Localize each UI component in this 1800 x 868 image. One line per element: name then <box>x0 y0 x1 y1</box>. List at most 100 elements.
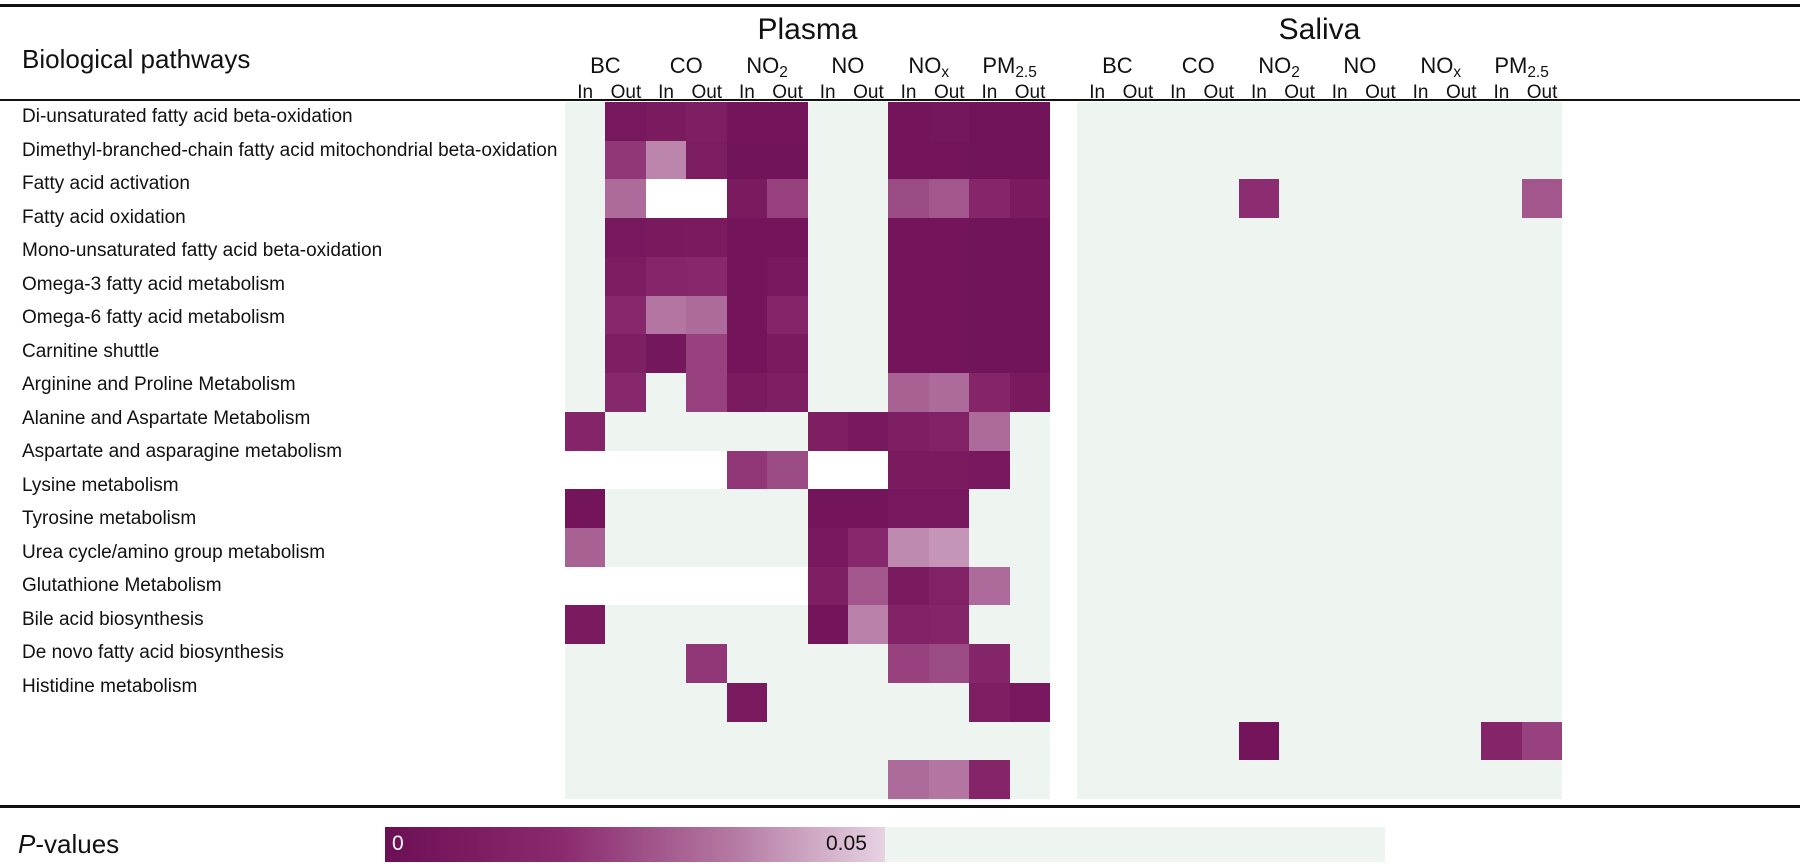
heatmap-cell <box>646 722 686 760</box>
heatmap-cell <box>1010 760 1050 799</box>
heatmap-cell <box>767 179 808 218</box>
heatmap-cell <box>727 141 767 179</box>
heatmap-cell <box>1198 257 1239 296</box>
heatmap-cell <box>646 528 686 567</box>
exposure-label: In <box>738 82 755 103</box>
heatmap-cell <box>605 257 646 296</box>
heatmap-cell <box>1077 451 1117 489</box>
heatmap-cell <box>646 373 686 412</box>
heatmap-cell <box>605 102 646 141</box>
heatmap-cell <box>969 141 1010 179</box>
heatmap-cell <box>646 412 686 451</box>
heatmap-cell <box>1400 760 1441 799</box>
heatmap-cell <box>1198 373 1239 412</box>
heatmap-cell <box>1481 605 1522 644</box>
heatmap-cell <box>808 141 848 179</box>
pollutant-label: NOx <box>889 53 969 86</box>
heatmap-cell <box>605 644 646 683</box>
heatmap-cell <box>1279 296 1320 334</box>
row-label: Histidine metabolism <box>22 675 198 697</box>
heatmap-cell <box>1077 605 1117 644</box>
heatmap-cell <box>1239 451 1279 489</box>
heatmap-cell <box>1158 644 1198 683</box>
heatmap-cell <box>1198 218 1239 257</box>
exposure-label: Out <box>1122 82 1154 103</box>
heatmap-cell <box>929 257 969 296</box>
heatmap-cell <box>929 528 969 567</box>
heatmap-cell <box>686 760 727 799</box>
heatmap-cell <box>605 412 646 451</box>
heatmap-cell <box>1077 296 1117 334</box>
heatmap-cell <box>1117 605 1158 644</box>
heatmap-cell <box>1239 218 1279 257</box>
row-axis-title: Biological pathways <box>22 44 251 74</box>
heatmap-cell <box>605 451 646 489</box>
heatmap-cell <box>646 179 686 218</box>
heatmap-cell <box>605 218 646 257</box>
heatmap-cell <box>1010 179 1050 218</box>
heatmap-cell <box>1010 528 1050 567</box>
heatmap-cell <box>646 683 686 722</box>
colorbar-title-italic: P <box>18 829 36 859</box>
heatmap-cell <box>727 257 767 296</box>
pollutant-label-base: BC <box>1102 53 1133 78</box>
heatmap-cell <box>808 683 848 722</box>
heatmap-cell <box>565 373 605 412</box>
heatmap-cell <box>1158 296 1198 334</box>
heatmap-cell <box>767 218 808 257</box>
heatmap-cell <box>686 373 727 412</box>
heatmap-cell <box>686 334 727 373</box>
group-title-saliva: Saliva <box>1278 13 1361 46</box>
heatmap-cell <box>808 218 848 257</box>
heatmap-cell <box>727 644 767 683</box>
exposure-label: Out <box>1365 82 1396 103</box>
heatmap-cell <box>767 102 808 141</box>
heatmap-cell <box>1198 567 1239 605</box>
heatmap-cell <box>686 218 727 257</box>
heatmap-cell <box>1320 373 1360 412</box>
heatmap-cell <box>686 489 727 528</box>
heatmap-cell <box>1360 644 1400 683</box>
heatmap-cell <box>686 296 727 334</box>
heatmap-cell <box>1077 257 1117 296</box>
header-rule <box>0 99 1800 101</box>
heatmap-cell <box>1198 605 1239 644</box>
heatmap-cell <box>1320 334 1360 373</box>
heatmap-cell <box>969 644 1010 683</box>
heatmap-cell <box>605 683 646 722</box>
heatmap-cell <box>1010 683 1050 722</box>
heatmap-cell <box>1117 257 1158 296</box>
heatmap-cell <box>888 296 929 334</box>
heatmap-cell <box>565 451 605 489</box>
heatmap-cell <box>767 296 808 334</box>
heatmap-cell <box>1481 451 1522 489</box>
heatmap-cell <box>1239 683 1279 722</box>
heatmap-cell <box>1198 489 1239 528</box>
heatmap-cell <box>1198 334 1239 373</box>
heatmap-cell <box>565 528 605 567</box>
heatmap-cell <box>1522 451 1562 489</box>
heatmap-cell <box>1239 179 1279 218</box>
heatmap-cell <box>1239 528 1279 567</box>
heatmap-cell <box>1400 567 1441 605</box>
heatmap-cell <box>767 722 808 760</box>
heatmap-cell <box>1400 102 1441 141</box>
heatmap-cell <box>646 257 686 296</box>
heatmap-cell <box>929 567 969 605</box>
heatmap-cell <box>1441 102 1481 141</box>
heatmap-cell <box>808 722 848 760</box>
heatmap-cell <box>565 412 605 451</box>
heatmap-cell <box>929 760 969 799</box>
heatmap-cell <box>1441 179 1481 218</box>
heatmap-cell <box>969 102 1010 141</box>
heatmap-cell <box>929 451 969 489</box>
heatmap-cell <box>646 644 686 683</box>
heatmap-cell <box>1198 451 1239 489</box>
heatmap-cell <box>888 722 929 760</box>
pollutant-label-sub: 2 <box>1291 63 1300 81</box>
heatmap-cell <box>1198 412 1239 451</box>
heatmap-panel-plasma <box>565 102 1050 799</box>
heatmap-cell <box>1279 722 1320 760</box>
exposure-label: Out <box>933 82 965 103</box>
heatmap-cell <box>1320 567 1360 605</box>
